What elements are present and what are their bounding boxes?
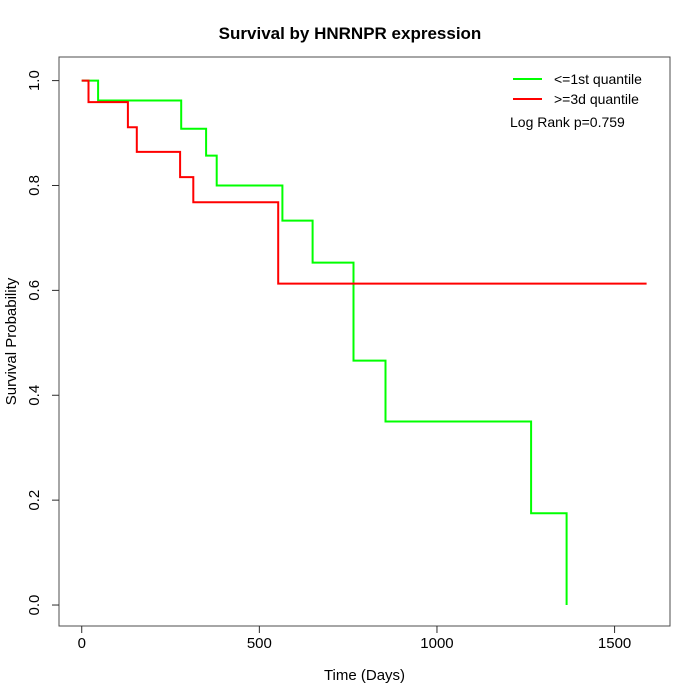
y-axis-title: Survival Probability xyxy=(3,277,20,405)
chart-title: Survival by HNRNPR expression xyxy=(219,24,482,43)
y-axis-tick-label: 0.0 xyxy=(26,595,43,616)
x-axis-tick-label: 500 xyxy=(247,635,272,652)
legend-label-3d-quantile: >=3d quantile xyxy=(554,91,639,107)
x-axis-title: Time (Days) xyxy=(324,667,405,684)
legend-label-1st-quantile: <=1st quantile xyxy=(554,71,642,87)
x-axis-tick-label: 1000 xyxy=(420,635,453,652)
survival-curve-green xyxy=(81,79,568,605)
survival-curve-red xyxy=(81,79,647,285)
legend-item-1st-quantile: <=1st quantile xyxy=(505,69,642,89)
y-axis-tick-label: 1.0 xyxy=(26,70,43,91)
legend: <=1st quantile >=3d quantile Log Rank p=… xyxy=(505,69,642,130)
legend-item-3d-quantile: >=3d quantile xyxy=(505,89,642,109)
x-axis-tick-label: 0 xyxy=(78,635,86,652)
y-axis-tick-label: 0.4 xyxy=(26,385,43,406)
legend-line-red-swatch xyxy=(513,98,542,100)
legend-line-green-swatch xyxy=(513,78,542,80)
y-axis-tick-label: 0.8 xyxy=(26,175,43,196)
y-axis-tick-label: 0.6 xyxy=(26,280,43,301)
chart-layer: 0 500 1000 1500 0.0 0.2 0.4 0.6 0.8 1.0 xyxy=(26,56,671,652)
plot-box xyxy=(58,56,671,627)
x-axis-tick-label: 1500 xyxy=(598,635,631,652)
log-rank-pvalue: Log Rank p=0.759 xyxy=(510,114,625,130)
y-axis-tick-label: 0.2 xyxy=(26,490,43,511)
